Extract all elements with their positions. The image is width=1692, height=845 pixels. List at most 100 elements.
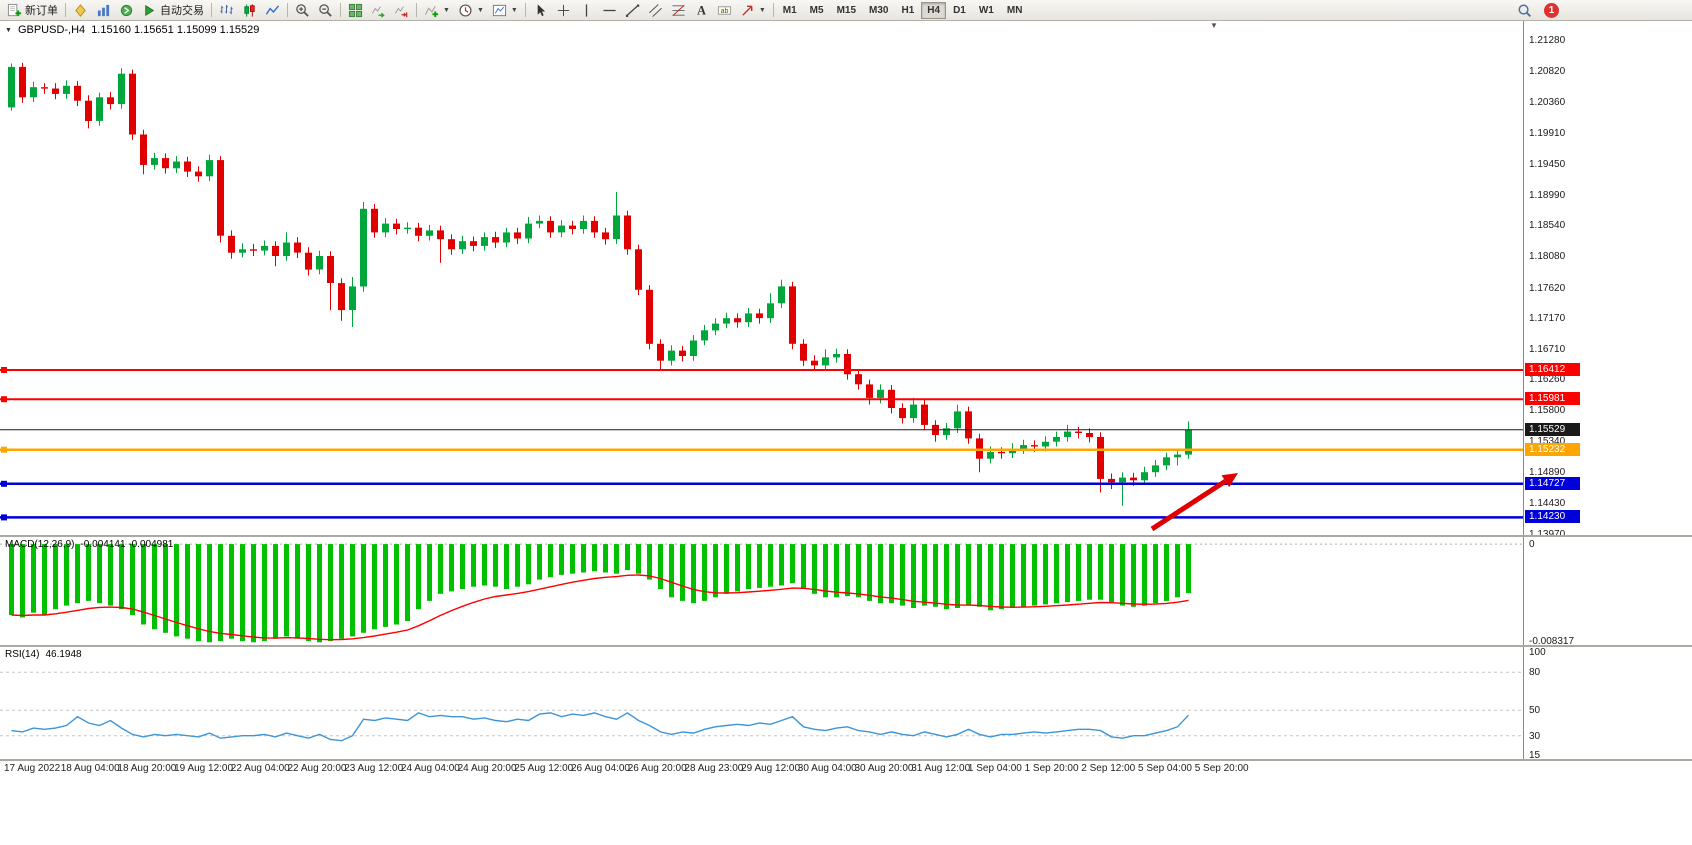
chart-symbol-period: GBPUSD-,H4 [17, 24, 86, 36]
new-order-icon [7, 3, 22, 16]
auto-scroll-button[interactable] [367, 1, 390, 19]
candlestick-icon [244, 3, 255, 17]
rsi-canvas[interactable]: RSI(14) 46.1948 [0, 647, 1523, 759]
time-axis-label: 1 Sep 20:00 [1024, 763, 1079, 774]
price-axis-label: 1.14890 [1529, 466, 1566, 478]
tile-windows-button[interactable] [344, 1, 367, 19]
time-axis-label: 24 Aug 04:00 [400, 763, 460, 774]
time-axis-label: 25 Aug 12:00 [514, 763, 574, 774]
templates-button[interactable]: ▼ [488, 1, 522, 19]
svg-text:ab: ab [720, 7, 728, 14]
bar-chart-button[interactable] [215, 1, 238, 19]
time-axis[interactable]: 17 Aug 2022 18 Aug 04:00 18 Aug 20:00 19 Au… [0, 761, 1692, 777]
time-axis-label: 2 Sep 12:00 [1081, 763, 1136, 774]
toolbar-separator [524, 3, 526, 17]
time-axis-label: 30 Aug 04:00 [797, 763, 857, 774]
search-button[interactable] [1513, 1, 1536, 19]
template-icon [492, 4, 506, 16]
price-axis[interactable]: 1.21280 1.20820 1.20360 1.19910 1.19450 1.189… [1523, 21, 1692, 535]
macd-indicator-values: -0.004141 -0.004981 [80, 539, 174, 550]
fibonacci-button[interactable] [667, 1, 690, 19]
trendline-button[interactable] [621, 1, 644, 19]
market-watch-icon [97, 4, 110, 16]
price-axis-label: 1.18080 [1529, 251, 1566, 263]
price-level-label: 1.15529 [1525, 422, 1580, 436]
time-axis-label: 19 Aug 12:00 [174, 763, 234, 774]
time-axis-label: 1 Sep 04:00 [967, 763, 1022, 774]
navigator-icon [120, 4, 133, 16]
time-axis-label: 26 Aug 20:00 [627, 763, 687, 774]
new-order-button[interactable]: 新订单 [3, 1, 62, 19]
timeframe-w1-button[interactable]: W1 [973, 2, 1000, 19]
notification-badge[interactable]: 1 [1544, 2, 1559, 18]
indicators-button[interactable]: ▼ [420, 1, 454, 19]
tile-windows-icon [348, 3, 363, 17]
text-icon: A [697, 3, 706, 17]
chart-shift-marker[interactable]: ▼ [1210, 21, 1218, 30]
timeframe-h1-button[interactable]: H1 [895, 2, 920, 19]
vertical-line-button[interactable] [575, 1, 598, 19]
market-watch-button[interactable] [92, 1, 115, 19]
timeframe-m1-button[interactable]: M1 [777, 2, 803, 19]
price-axis-label: 1.16710 [1529, 343, 1566, 355]
cursor-button[interactable] [529, 1, 552, 19]
price-axis-label: 1.13970 [1529, 529, 1566, 535]
timeframe-d1-button[interactable]: D1 [947, 2, 972, 19]
zoom-out-button[interactable] [314, 1, 337, 19]
horizontal-line-icon [603, 9, 616, 11]
price-axis-label: 1.18540 [1529, 220, 1566, 232]
price-level-label: 1.15981 [1525, 392, 1580, 406]
rsi-axis-label: 80 [1529, 667, 1541, 679]
cursor-icon [537, 3, 545, 16]
toolbar-right-group: 1 [1513, 1, 1559, 19]
navigator-button[interactable] [115, 1, 138, 19]
line-chart-button[interactable] [261, 1, 284, 19]
main-chart-canvas[interactable]: ▼ GBPUSD-,H4 1.15160 1.15651 1.15099 1.1… [0, 21, 1523, 535]
arrow-icon [742, 5, 753, 16]
timeframe-m5-button[interactable]: M5 [804, 2, 830, 19]
time-axis-label: 17 Aug 2022 [4, 763, 61, 774]
rsi-axis[interactable]: 100 80 50 30 15 [1523, 647, 1692, 759]
timeframe-mn-button[interactable]: MN [1001, 2, 1029, 19]
main-chart-panel: ▼ GBPUSD-,H4 1.15160 1.15651 1.15099 1.1… [0, 21, 1692, 537]
price-level-label: 1.15232 [1525, 442, 1580, 456]
macd-indicator-name: MACD(12,26,9) [5, 539, 75, 550]
toolbar-separator [772, 3, 774, 17]
text-button[interactable]: A [690, 1, 713, 19]
svg-text:A: A [697, 3, 706, 17]
price-axis-label: 1.15340 [1529, 436, 1565, 447]
horizontal-line-button[interactable] [598, 1, 621, 19]
chart-shift-button[interactable] [390, 1, 413, 19]
timeframe-h4-button[interactable]: H4 [921, 1, 947, 19]
chart-shift-icon [395, 5, 408, 17]
auto-trading-button[interactable]: 自动交易 [138, 1, 208, 19]
periods-button[interactable]: ▼ [454, 1, 488, 19]
crosshair-button[interactable] [552, 1, 575, 19]
fibonacci-icon [672, 4, 685, 16]
time-axis-label: 5 Sep 20:00 [1194, 763, 1249, 774]
time-axis-label: 18 Aug 20:00 [117, 763, 177, 774]
crosshair-icon [557, 4, 569, 16]
macd-axis-label: -0.008317 [1529, 636, 1575, 645]
price-axis-label: 1.21280 [1529, 35, 1566, 47]
charts-profile-button[interactable] [69, 1, 92, 19]
symbol-marker-icon: ▼ [5, 26, 12, 34]
auto-scroll-icon [372, 5, 385, 18]
timeframe-m30-button[interactable]: M30 [863, 2, 894, 19]
chart-quote: ▼ GBPUSD-,H4 1.15160 1.15651 1.15099 1.1… [5, 24, 259, 36]
timeframe-m15-button[interactable]: M15 [831, 2, 862, 19]
price-axis-label: 1.20360 [1529, 97, 1566, 109]
text-label-button[interactable]: ab [713, 1, 736, 19]
channel-button[interactable] [644, 1, 667, 19]
time-axis-label: 5 Sep 04:00 [1138, 763, 1192, 774]
zoom-in-button[interactable] [291, 1, 314, 19]
price-axis-label: 1.17620 [1529, 282, 1566, 294]
chevron-down-icon: ▼ [476, 6, 484, 14]
charts-profile-icon [75, 3, 86, 17]
timeframe-toolbar: M1 M5 M15 M30 H1 H4 D1 W1 MN [777, 1, 1029, 19]
rsi-indicator-name: RSI(14) [5, 649, 40, 660]
arrows-button[interactable]: ▼ [736, 1, 770, 19]
macd-canvas[interactable]: MACD(12,26,9) -0.004141 -0.004981 [0, 537, 1523, 645]
candlestick-chart-button[interactable] [238, 1, 261, 19]
macd-axis[interactable]: 0 -0.008317 [1523, 537, 1692, 645]
